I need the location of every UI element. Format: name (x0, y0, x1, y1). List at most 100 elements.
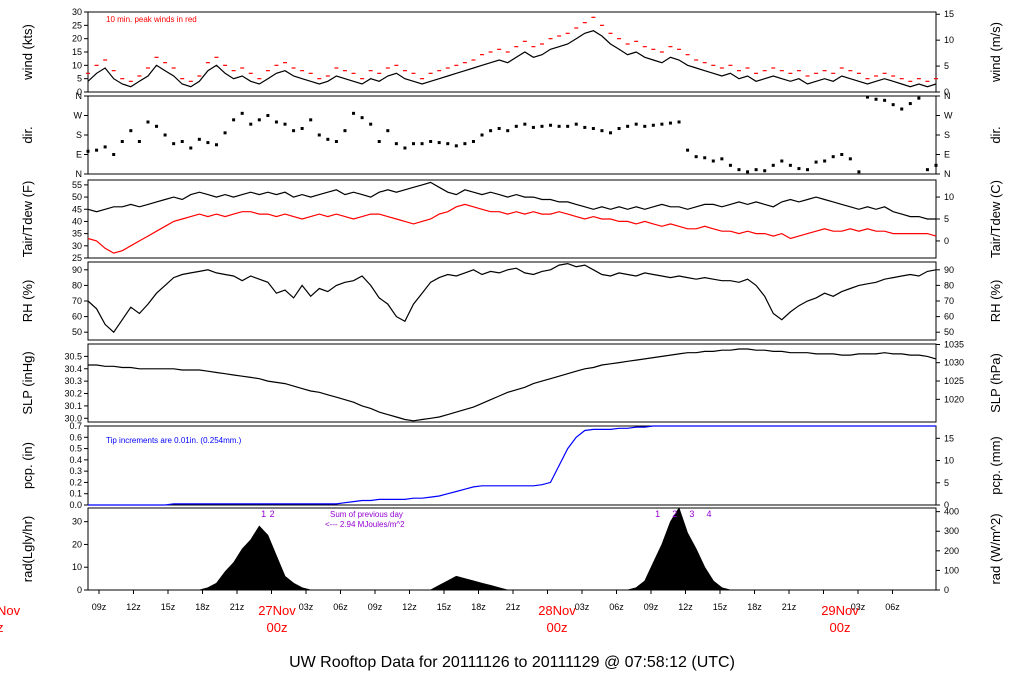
ytick-label-left: 10 (72, 60, 82, 70)
dir-point (172, 142, 176, 146)
ytick-label-right: S (944, 130, 950, 140)
ytick-label-left: 0 (77, 87, 82, 97)
rad-day-marker: 4 (707, 509, 712, 519)
ytick-label-left: 0.4 (69, 455, 82, 465)
panel-temp: Tair/Tdew (F) Tair/Tdew (C)25303540455055… (20, 179, 1003, 263)
dir-point (232, 118, 236, 122)
ytick-label-left: 40 (72, 216, 82, 226)
dir-point (411, 142, 415, 146)
ytick-label-left: 0.7 (69, 421, 82, 431)
dir-point (480, 133, 484, 137)
dir-point (686, 148, 690, 152)
ytick-label-left: 50 (72, 192, 82, 202)
dir-point (857, 170, 861, 174)
dir-point (155, 124, 159, 128)
dir-point (771, 163, 775, 167)
ytick-label-left: 30 (72, 517, 82, 527)
ytick-label-right: 0 (944, 87, 949, 97)
dir-point (377, 140, 381, 143)
xtick-label: 18z (471, 602, 486, 612)
dir-point (454, 144, 458, 148)
ytick-label-left: 30.2 (64, 389, 82, 399)
dir-point (883, 98, 887, 102)
dir-point (471, 140, 475, 143)
ytick-label-left: W (74, 111, 83, 121)
dir-point (240, 111, 244, 115)
ytick-label-right: 5 (944, 61, 949, 71)
panel-pcp: pcp. (in) pcp. (mm)0.00.10.20.30.40.50.60… (20, 421, 1003, 510)
rad-annotation: <--- 2.94 MJoules/m^2 (325, 520, 405, 529)
dir-point (626, 124, 630, 128)
dir-point (831, 155, 835, 159)
dir-point (788, 163, 792, 167)
dir-point (420, 142, 424, 146)
ytick-label-left: 45 (72, 204, 82, 214)
dir-point (343, 129, 347, 133)
ytick-label-right: 15 (944, 433, 954, 443)
ytick-label-right: 100 (944, 565, 959, 575)
ylabel-left: Tair/Tdew (F) (20, 181, 35, 258)
ytick-label-right: 0 (944, 500, 949, 510)
dir-point (360, 116, 364, 120)
series-slp (88, 348, 937, 422)
rad-annotation: Sum of previous day (330, 510, 403, 519)
xtick-label: 15z (437, 602, 452, 612)
day-label-time: 00z (830, 620, 851, 635)
ytick-label-left: 0.5 (69, 444, 82, 454)
dir-point (334, 140, 338, 143)
dir-point (934, 163, 938, 167)
dir-point (720, 157, 724, 161)
rad-area (88, 507, 936, 591)
xtick-label: 21z (782, 602, 797, 612)
dir-point (728, 163, 732, 167)
ytick-label-left: 25 (72, 253, 82, 263)
dir-point (223, 131, 227, 135)
ylabel-right: rad (W/m^2) (988, 513, 1003, 584)
ytick-label-right: E (944, 150, 950, 160)
ytick-label-left: 55 (72, 180, 82, 190)
dir-point (266, 114, 270, 117)
dir-point (180, 140, 184, 143)
ylabel-right: pcp. (mm) (988, 436, 1003, 495)
ytick-label-right: 5 (944, 214, 949, 224)
dir-point (292, 129, 296, 133)
ylabel-left: RH (%) (20, 280, 35, 323)
panel-frame (87, 179, 937, 259)
dir-point (643, 124, 647, 128)
ytick-label-left: 20 (72, 34, 82, 44)
ytick-label-right: 80 (944, 280, 954, 290)
dir-point (386, 129, 390, 133)
rad-day-marker: 3 (689, 509, 694, 519)
panel-frame (87, 95, 937, 175)
dir-point (437, 141, 441, 145)
rad-day-marker: 2 (672, 509, 677, 519)
xtick-label: 18z (747, 602, 762, 612)
dir-point (574, 122, 578, 126)
figure-title: UW Rooftop Data for 20111126 to 20111129… (289, 654, 735, 671)
dir-point (531, 125, 535, 129)
ytick-label-left: 80 (72, 280, 82, 290)
dir-point (583, 125, 587, 129)
x-axis-group: 09z 12z 15z 18z 21z 03z 06z 09z 12z 15z 18z 21z 03z 0… (0, 590, 900, 635)
dir-point (754, 168, 758, 172)
panels-group: wind (kts) wind (m/s)05101520253005101510… (20, 7, 1003, 595)
xtick-label: 09z (92, 602, 107, 612)
series-tdew (87, 203, 937, 254)
dir-point (925, 168, 929, 172)
ytick-label-left: 30 (72, 7, 82, 17)
dir-point (694, 155, 698, 159)
dir-point (660, 122, 664, 126)
xtick-label: 12z (678, 602, 693, 612)
ylabel-right: RH (%) (988, 280, 1003, 323)
day-label-time: 00z (547, 620, 568, 635)
ytick-label-right: N (944, 169, 951, 179)
ytick-label-left: 0.3 (69, 466, 82, 476)
dir-point (86, 149, 90, 153)
ylabel-right: dir. (988, 126, 1003, 143)
xtick-label: 09z (368, 602, 383, 612)
xtick-label: 18z (195, 602, 210, 612)
series-tair (87, 181, 936, 220)
xtick-label: 21z (230, 602, 245, 612)
ylabel-right: wind (m/s) (988, 22, 1003, 83)
dir-point (523, 122, 527, 126)
